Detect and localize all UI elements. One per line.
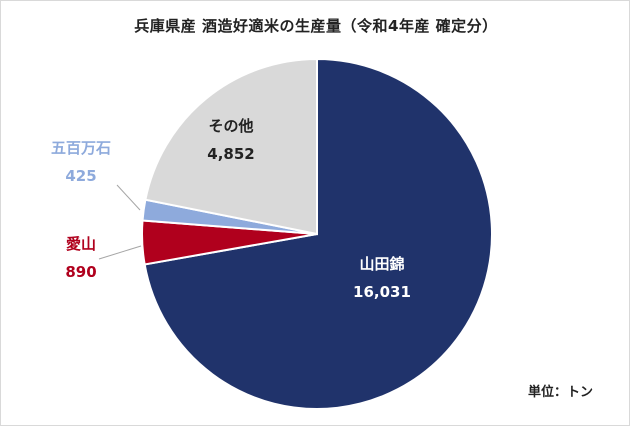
- slice-label-name-4: その他: [208, 117, 253, 135]
- slice-label-value-4: 4,852: [207, 145, 254, 163]
- leader-line-2: [98, 245, 142, 260]
- pie-slice-1: [143, 57, 493, 410]
- slice-label-value-3: 425: [65, 167, 96, 185]
- slice-label-name-1: 山田錦: [359, 255, 404, 273]
- unit-label: 単位：トン: [528, 385, 594, 400]
- slice-label-value-1: 16,031: [353, 283, 411, 301]
- leader-line-3: [116, 184, 141, 211]
- slice-label-name-3: 五百万石: [51, 139, 111, 157]
- pie-slice-4: [144, 57, 318, 236]
- slice-label-name-2: 愛山: [66, 235, 96, 253]
- slice-label-value-2: 890: [65, 263, 96, 281]
- chart-title: 兵庫県産 酒造好適米の生産量（令和4年産 確定分）: [134, 17, 498, 35]
